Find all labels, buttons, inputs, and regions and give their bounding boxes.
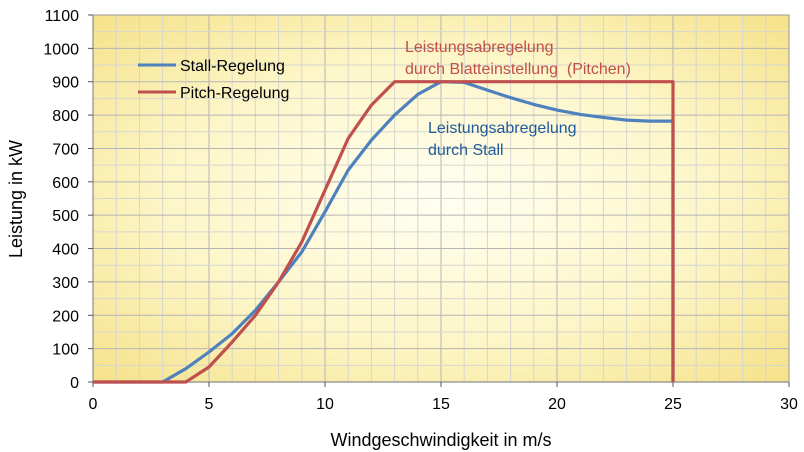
annotation-stall-line-1: Leistungsabregelung: [428, 120, 577, 137]
series-line-pitch: [93, 80, 675, 384]
legend-label-stall: Stall-Regelung: [180, 58, 285, 75]
y-tick-label: 800: [52, 108, 79, 125]
y-tick-label: 900: [52, 75, 79, 92]
x-tick-label: 15: [432, 396, 450, 413]
x-tick-label: 25: [664, 396, 682, 413]
x-tick-labels: 0 5 10 15 20 25 30: [89, 396, 798, 413]
x-tick-label: 5: [205, 396, 214, 413]
x-axis-label: Windgeschwindigkeit in m/s: [330, 430, 551, 450]
y-tick-label: 700: [52, 141, 79, 158]
annotation-pitch-line-1: Leistungsabregelung: [405, 39, 554, 56]
y-tick-label: 500: [52, 208, 79, 225]
legend-label-pitch: Pitch-Regelung: [180, 85, 289, 102]
y-tick-label: 600: [52, 175, 79, 192]
x-tick-label: 20: [548, 396, 566, 413]
y-axis-label: Leistung in kW: [6, 140, 26, 258]
y-tick-label: 1000: [43, 41, 79, 58]
x-tick-label: 0: [89, 396, 98, 413]
annotation-pitch-line-2: durch Blatteinstellung (Pitchen): [405, 61, 631, 78]
annotation-stall: Leistungsabregelung durch Stall: [428, 120, 577, 159]
series-lines: [93, 80, 675, 384]
annotation-stall-line-2: durch Stall: [428, 142, 504, 159]
y-tick-label: 400: [52, 242, 79, 259]
legend: Stall-Regelung Pitch-Regelung: [138, 58, 289, 102]
y-tick-label: 1100: [45, 8, 80, 25]
series-line-stall: [93, 80, 675, 384]
y-tick-labels: 0 100 200 300 400 500 600 700 800 900 1000 1100: [43, 8, 79, 392]
x-tick-label: 30: [780, 396, 798, 413]
y-tick-label: 100: [52, 342, 79, 359]
y-tick-label: 0: [70, 375, 79, 392]
annotation-pitch: Leistungsabregelung durch Blatteinstellu…: [405, 39, 631, 78]
y-tick-label: 300: [52, 275, 79, 292]
y-tick-label: 200: [52, 308, 79, 325]
x-tick-label: 10: [316, 396, 334, 413]
